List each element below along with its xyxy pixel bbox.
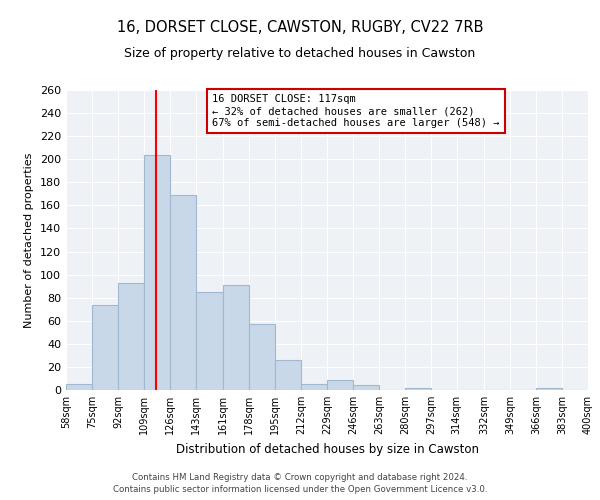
Bar <box>66 384 92 390</box>
Text: Contains HM Land Registry data © Crown copyright and database right 2024.: Contains HM Land Registry data © Crown c… <box>132 472 468 482</box>
Text: Contains public sector information licensed under the Open Government Licence v3: Contains public sector information licen… <box>113 485 487 494</box>
X-axis label: Distribution of detached houses by size in Cawston: Distribution of detached houses by size … <box>176 442 479 456</box>
Bar <box>196 292 223 390</box>
Bar <box>118 282 144 390</box>
Text: 16, DORSET CLOSE, CAWSTON, RUGBY, CV22 7RB: 16, DORSET CLOSE, CAWSTON, RUGBY, CV22 7… <box>117 20 483 35</box>
Text: Size of property relative to detached houses in Cawston: Size of property relative to detached ho… <box>124 48 476 60</box>
Bar <box>249 324 275 390</box>
Bar <box>301 384 327 390</box>
Y-axis label: Number of detached properties: Number of detached properties <box>25 152 34 328</box>
Bar <box>536 388 562 390</box>
Bar <box>353 386 379 390</box>
Bar <box>223 285 249 390</box>
Bar <box>144 154 170 390</box>
Bar <box>92 304 118 390</box>
Bar <box>170 195 196 390</box>
Bar <box>327 380 353 390</box>
Bar <box>275 360 301 390</box>
Text: 16 DORSET CLOSE: 117sqm
← 32% of detached houses are smaller (262)
67% of semi-d: 16 DORSET CLOSE: 117sqm ← 32% of detache… <box>212 94 500 128</box>
Bar <box>405 388 431 390</box>
